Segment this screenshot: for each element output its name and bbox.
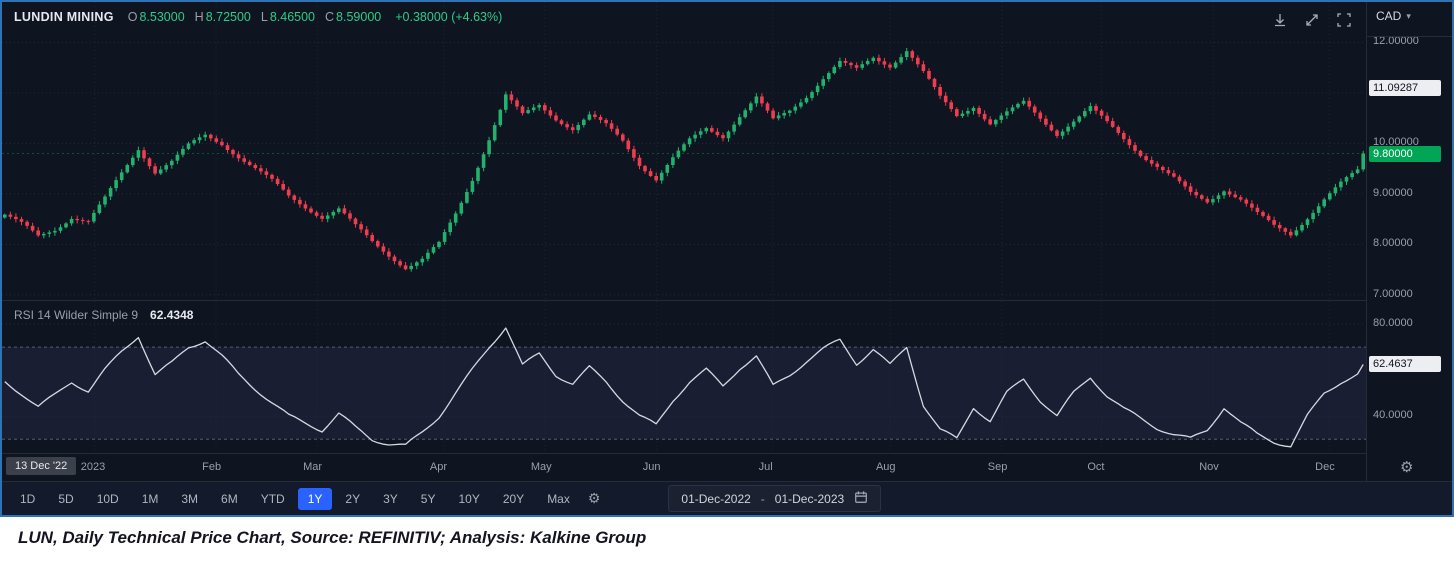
date-range-separator: - bbox=[760, 491, 765, 506]
rsi-indicator-value: 62.4348 bbox=[150, 308, 194, 322]
time-axis-label: Nov bbox=[1199, 461, 1219, 473]
symbol-name: LUNDIN MINING bbox=[14, 10, 114, 24]
period-button-3m[interactable]: 3M bbox=[181, 491, 199, 506]
toolbar-divider bbox=[2, 481, 1452, 482]
currency-label: CAD bbox=[1376, 9, 1402, 23]
price-chart-widget: LUNDIN MINING O 8.53000 H 8.72500 L 8.46500 C 8… bbox=[0, 0, 1454, 517]
resize-icon[interactable] bbox=[1304, 12, 1320, 28]
period-button-ytd[interactable]: YTD bbox=[260, 491, 285, 506]
price-axis-tick: 7.00000 bbox=[1373, 287, 1413, 300]
time-axis[interactable]: 13 Dec '22 2023 Feb Mar Apr May Jun Jul Aug Sep O… bbox=[2, 454, 1366, 481]
period-button-5d[interactable]: 5D bbox=[58, 491, 74, 506]
period-button-2y[interactable]: 2Y bbox=[345, 491, 361, 506]
last-price-badge: 9.80000 bbox=[1369, 145, 1441, 162]
chevron-down-icon: ▾ bbox=[1406, 10, 1411, 21]
time-axis-label: Dec bbox=[1315, 461, 1335, 473]
ohlc-item-h: H 8.72500 bbox=[194, 10, 251, 24]
period-button-20y[interactable]: 20Y bbox=[502, 491, 525, 506]
date-from-field[interactable]: 01-Dec-2022 bbox=[681, 491, 751, 506]
price-chart-canvas[interactable] bbox=[2, 2, 1366, 300]
rsi-legend: RSI 14 Wilder Simple 9 62.4348 bbox=[14, 308, 193, 322]
pane-divider[interactable] bbox=[2, 300, 1452, 301]
currency-selector[interactable]: CAD ▾ bbox=[1376, 9, 1411, 23]
axis-separator bbox=[1366, 2, 1367, 481]
price-axis-tick: 8.00000 bbox=[1373, 237, 1413, 250]
price-marker-badge: 11.09287 bbox=[1369, 80, 1441, 97]
fullscreen-icon[interactable] bbox=[1336, 12, 1352, 28]
chart-toolbar: 1D 5D 10D 1M 3M 6M YTD 1Y 2Y 3Y 5Y 10Y 20Y Max ⚙ 01-D… bbox=[2, 482, 1452, 515]
time-axis-label: Mar bbox=[303, 461, 323, 473]
calendar-icon[interactable] bbox=[854, 490, 868, 507]
chart-caption: LUN, Daily Technical Price Chart, Source… bbox=[18, 528, 647, 547]
chart-action-icons bbox=[1272, 12, 1352, 28]
time-axis-label: 2023 bbox=[80, 461, 106, 473]
change-text: +0.38000 (+4.63%) bbox=[395, 10, 503, 24]
period-button-3y[interactable]: 3Y bbox=[383, 491, 398, 506]
time-axis-label: Sep bbox=[987, 461, 1008, 473]
pane-divider bbox=[2, 453, 1452, 454]
interval-settings-gear-icon[interactable]: ⚙ bbox=[587, 490, 601, 506]
period-button-10y[interactable]: 10Y bbox=[458, 491, 480, 506]
date-to-field[interactable]: 01-Dec-2023 bbox=[774, 491, 845, 506]
period-button-5y[interactable]: 5Y bbox=[420, 491, 436, 506]
time-axis-label: Jun bbox=[642, 461, 661, 473]
ohlc-item-l: L 8.46500 bbox=[260, 10, 316, 24]
axis-settings-gear-icon[interactable]: ⚙ bbox=[1400, 459, 1414, 476]
rsi-indicator-label: RSI 14 Wilder Simple 9 bbox=[14, 308, 139, 322]
rsi-axis-tick: 80.0000 bbox=[1373, 317, 1413, 330]
time-axis-label: Aug bbox=[875, 461, 896, 473]
price-axis-tick: 10.00000 bbox=[1373, 136, 1419, 149]
period-button-10d[interactable]: 10D bbox=[96, 491, 119, 506]
time-axis-label: Oct bbox=[1087, 461, 1105, 473]
price-axis-tick: 12.00000 bbox=[1373, 35, 1419, 48]
rsi-axis-tick: 40.0000 bbox=[1373, 409, 1413, 422]
price-axis-column[interactable]: 12.00000 10.00000 9.00000 8.00000 7.00000 11.… bbox=[1367, 2, 1452, 481]
time-axis-label: Feb bbox=[202, 461, 222, 473]
time-axis-label: May bbox=[530, 461, 552, 473]
time-axis-label: Apr bbox=[429, 461, 448, 473]
period-button-max[interactable]: Max bbox=[547, 491, 570, 506]
crosshair-date-badge: 13 Dec '22 bbox=[6, 457, 77, 475]
download-icon[interactable] bbox=[1272, 12, 1288, 28]
ohlc-values: O 8.53000 H 8.72500 L 8.46500 C 8.59000 bbox=[128, 10, 382, 24]
rsi-value-badge: 62.4637 bbox=[1369, 356, 1441, 373]
instrument-legend: LUNDIN MINING O 8.53000 H 8.72500 L 8.46500 C 8… bbox=[14, 10, 502, 24]
time-axis-label: Jul bbox=[758, 461, 773, 473]
period-button-6m[interactable]: 6M bbox=[221, 491, 238, 506]
price-axis-tick: 9.00000 bbox=[1373, 186, 1413, 199]
date-range-picker[interactable]: 01-Dec-2022 - 01-Dec-2023 bbox=[668, 485, 882, 512]
period-button-1m[interactable]: 1M bbox=[141, 491, 159, 506]
period-button-1d[interactable]: 1D bbox=[20, 491, 36, 506]
rsi-chart-canvas[interactable] bbox=[2, 301, 1366, 453]
period-button-group: 1D 5D 10D 1M 3M 6M YTD 1Y 2Y 3Y 5Y 10Y 20Y Max bbox=[10, 487, 580, 510]
currency-divider bbox=[1367, 36, 1452, 37]
period-button-1y[interactable]: 1Y bbox=[297, 487, 333, 510]
ohlc-item-c: C 8.59000 bbox=[325, 10, 382, 24]
ohlc-item-o: O 8.53000 bbox=[127, 10, 185, 24]
